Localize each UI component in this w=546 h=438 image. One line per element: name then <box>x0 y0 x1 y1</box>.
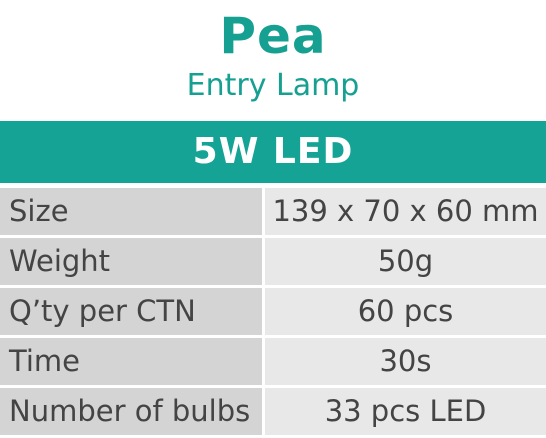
spec-label: Size <box>0 188 262 235</box>
product-subtitle: Entry Lamp <box>186 68 360 103</box>
spec-value: 60 pcs <box>265 288 546 335</box>
spec-row-quantity-per-carton: Q’ty per CTN 60 pcs <box>0 288 546 335</box>
product-header: Pea Entry Lamp <box>0 0 546 120</box>
banner-divider <box>0 183 546 185</box>
wattage-banner: 5W LED <box>0 121 546 183</box>
spec-value: 139 x 70 x 60 mm <box>265 188 546 235</box>
spec-value: 50g <box>265 238 546 285</box>
spec-row-number-of-bulbs: Number of bulbs 33 pcs LED <box>0 388 546 435</box>
spec-label: Q’ty per CTN <box>0 288 262 335</box>
spec-label: Weight <box>0 238 262 285</box>
spec-label: Time <box>0 338 262 385</box>
spec-value: 30s <box>265 338 546 385</box>
spec-label: Number of bulbs <box>0 388 262 435</box>
spec-table: Size 139 x 70 x 60 mm Weight 50g Q’ty pe… <box>0 188 546 438</box>
product-name: Pea <box>219 7 327 65</box>
spec-row-size: Size 139 x 70 x 60 mm <box>0 188 546 235</box>
spec-row-weight: Weight 50g <box>0 238 546 285</box>
spec-value: 33 pcs LED <box>265 388 546 435</box>
spec-row-time: Time 30s <box>0 338 546 385</box>
